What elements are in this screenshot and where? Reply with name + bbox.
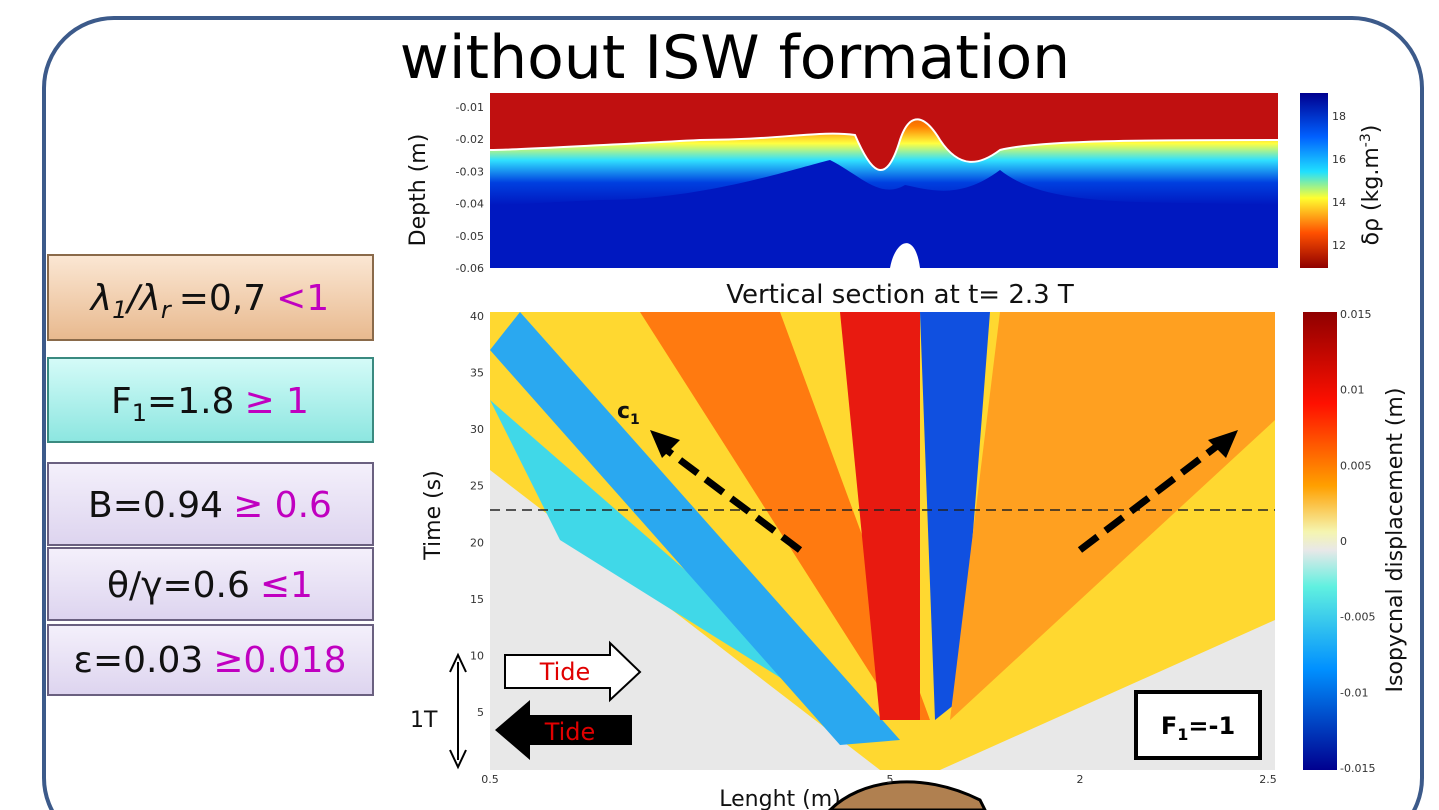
- tide-label: Tide: [544, 718, 596, 746]
- slide-title: without ISW formation: [400, 23, 1070, 93]
- colorbar-tick-label: -0.005: [1340, 611, 1375, 624]
- colorbar-tick-label: 0.005: [1340, 459, 1372, 472]
- x-tick-label: 2: [1077, 773, 1084, 786]
- section-title: Vertical section at t= 2.3 T: [726, 280, 1074, 310]
- sediment-image: [830, 782, 985, 810]
- y-tick-label: -0.04: [456, 198, 484, 211]
- tide-label: Tide: [539, 658, 591, 686]
- froude-label: F1=-1: [1161, 712, 1235, 744]
- x-axis-label: Lenght (m): [719, 787, 840, 810]
- colorbar-tick-label: -0.015: [1340, 762, 1375, 775]
- y-axis-label: Depth (m): [406, 134, 431, 247]
- colorbar-tick-label: 12: [1332, 239, 1346, 252]
- colorbar-tick-label: 0.01: [1340, 384, 1365, 397]
- x-tick-label: 0.5: [481, 773, 499, 786]
- y-tick-label: -0.01: [456, 101, 484, 114]
- y-tick-label: 5: [477, 706, 484, 719]
- colorbar-tick-label: 16: [1332, 153, 1346, 166]
- condition-text: B=0.94≥ 0.6: [88, 485, 332, 526]
- y-tick-label: -0.03: [456, 165, 484, 178]
- y-tick-label: 10: [470, 649, 484, 662]
- condition-text: θ/γ=0.6≤1: [107, 565, 313, 606]
- colorbar: [1303, 312, 1337, 770]
- colorbar-label: Isopycnal displacement (m): [1383, 388, 1408, 693]
- y-tick-label: -0.02: [456, 133, 484, 146]
- y-tick-label: 40: [470, 310, 484, 323]
- y-tick-label: 30: [470, 423, 484, 436]
- colorbar: [1300, 93, 1328, 268]
- density-panel: Depth (m) δρ (kg.m-3): [406, 93, 1384, 268]
- period-label: 1T: [410, 708, 438, 733]
- y-axis-label: Time (s): [421, 470, 446, 560]
- colorbar-label: δρ (kg.m-3): [1358, 125, 1384, 246]
- colorbar-tick-label: 0.015: [1340, 308, 1372, 321]
- y-tick-label: 25: [470, 480, 484, 493]
- y-tick-label: 20: [470, 536, 484, 549]
- slide: without ISW formation λ1/λr=0,7<1 F1=1.8…: [0, 0, 1439, 810]
- condition-boxes: λ1/λr=0,7<1 F1=1.8≥ 1 B=0.94≥ 0.6 θ/γ=0.…: [48, 255, 373, 695]
- y-tick-label: 35: [470, 367, 484, 380]
- displacement-panel: c1 Tide Tide 1T F1=-1 Time (s) Lenght (m…: [410, 312, 1408, 810]
- colorbar-tick-label: 18: [1332, 110, 1346, 123]
- y-tick-label: -0.05: [456, 230, 484, 243]
- y-tick-label: -0.06: [456, 262, 484, 275]
- x-tick-label: 5: [887, 773, 894, 786]
- y-tick-label: 15: [470, 593, 484, 606]
- period-arrow: [450, 655, 466, 767]
- colorbar-tick-label: 0: [1340, 535, 1347, 548]
- x-tick-label: 2.5: [1259, 773, 1277, 786]
- colorbar-tick-label: -0.01: [1340, 686, 1368, 699]
- colorbar-tick-label: 14: [1332, 196, 1346, 209]
